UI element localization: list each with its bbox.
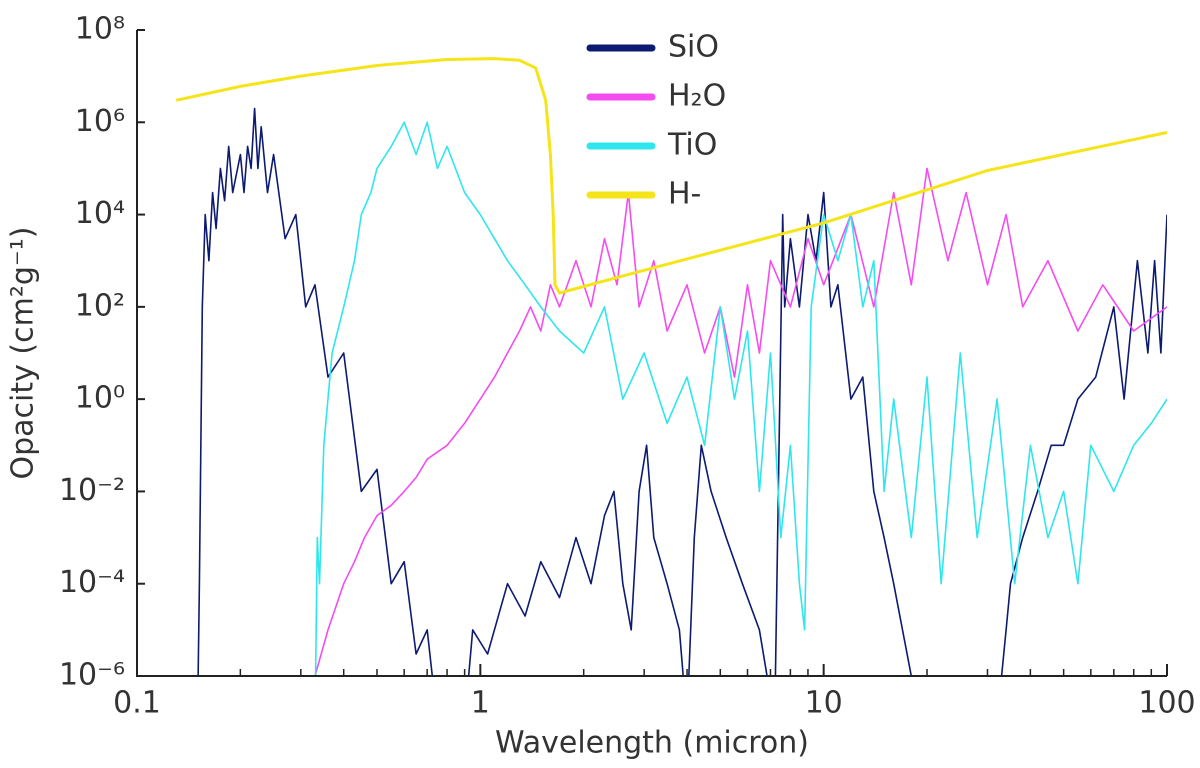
- series-line: [314, 121, 1167, 676]
- y-tick-label: 10⁰: [75, 381, 125, 416]
- legend-label: H₂O: [668, 79, 726, 114]
- y-tick-label: 10⁻⁶: [59, 658, 125, 693]
- x-tick-label: 0.1: [113, 686, 161, 721]
- series-line: [175, 57, 1167, 295]
- x-tick-label: 1: [471, 686, 490, 721]
- y-tick-label: 10⁶: [75, 104, 125, 139]
- y-tick-label: 10²: [75, 288, 125, 323]
- series-line: [314, 167, 1167, 676]
- y-tick-label: 10⁸: [75, 12, 125, 47]
- legend-label: SiO: [668, 30, 719, 65]
- y-tick-label: 10⁴: [75, 196, 125, 231]
- x-tick-label: 100: [1138, 686, 1195, 721]
- y-tick-label: 10⁻²: [59, 473, 125, 508]
- x-tick-label: 10: [805, 686, 843, 721]
- x-axis-label: Wavelength (micron): [495, 726, 809, 761]
- legend-label: TiO: [667, 128, 717, 163]
- plot-area: [175, 57, 1167, 676]
- y-tick-label: 10⁻⁴: [59, 565, 125, 600]
- legend-label: H-: [668, 177, 701, 212]
- series-line: [197, 107, 1167, 676]
- y-axis-label: Opacity (cm²g⁻¹): [6, 227, 41, 480]
